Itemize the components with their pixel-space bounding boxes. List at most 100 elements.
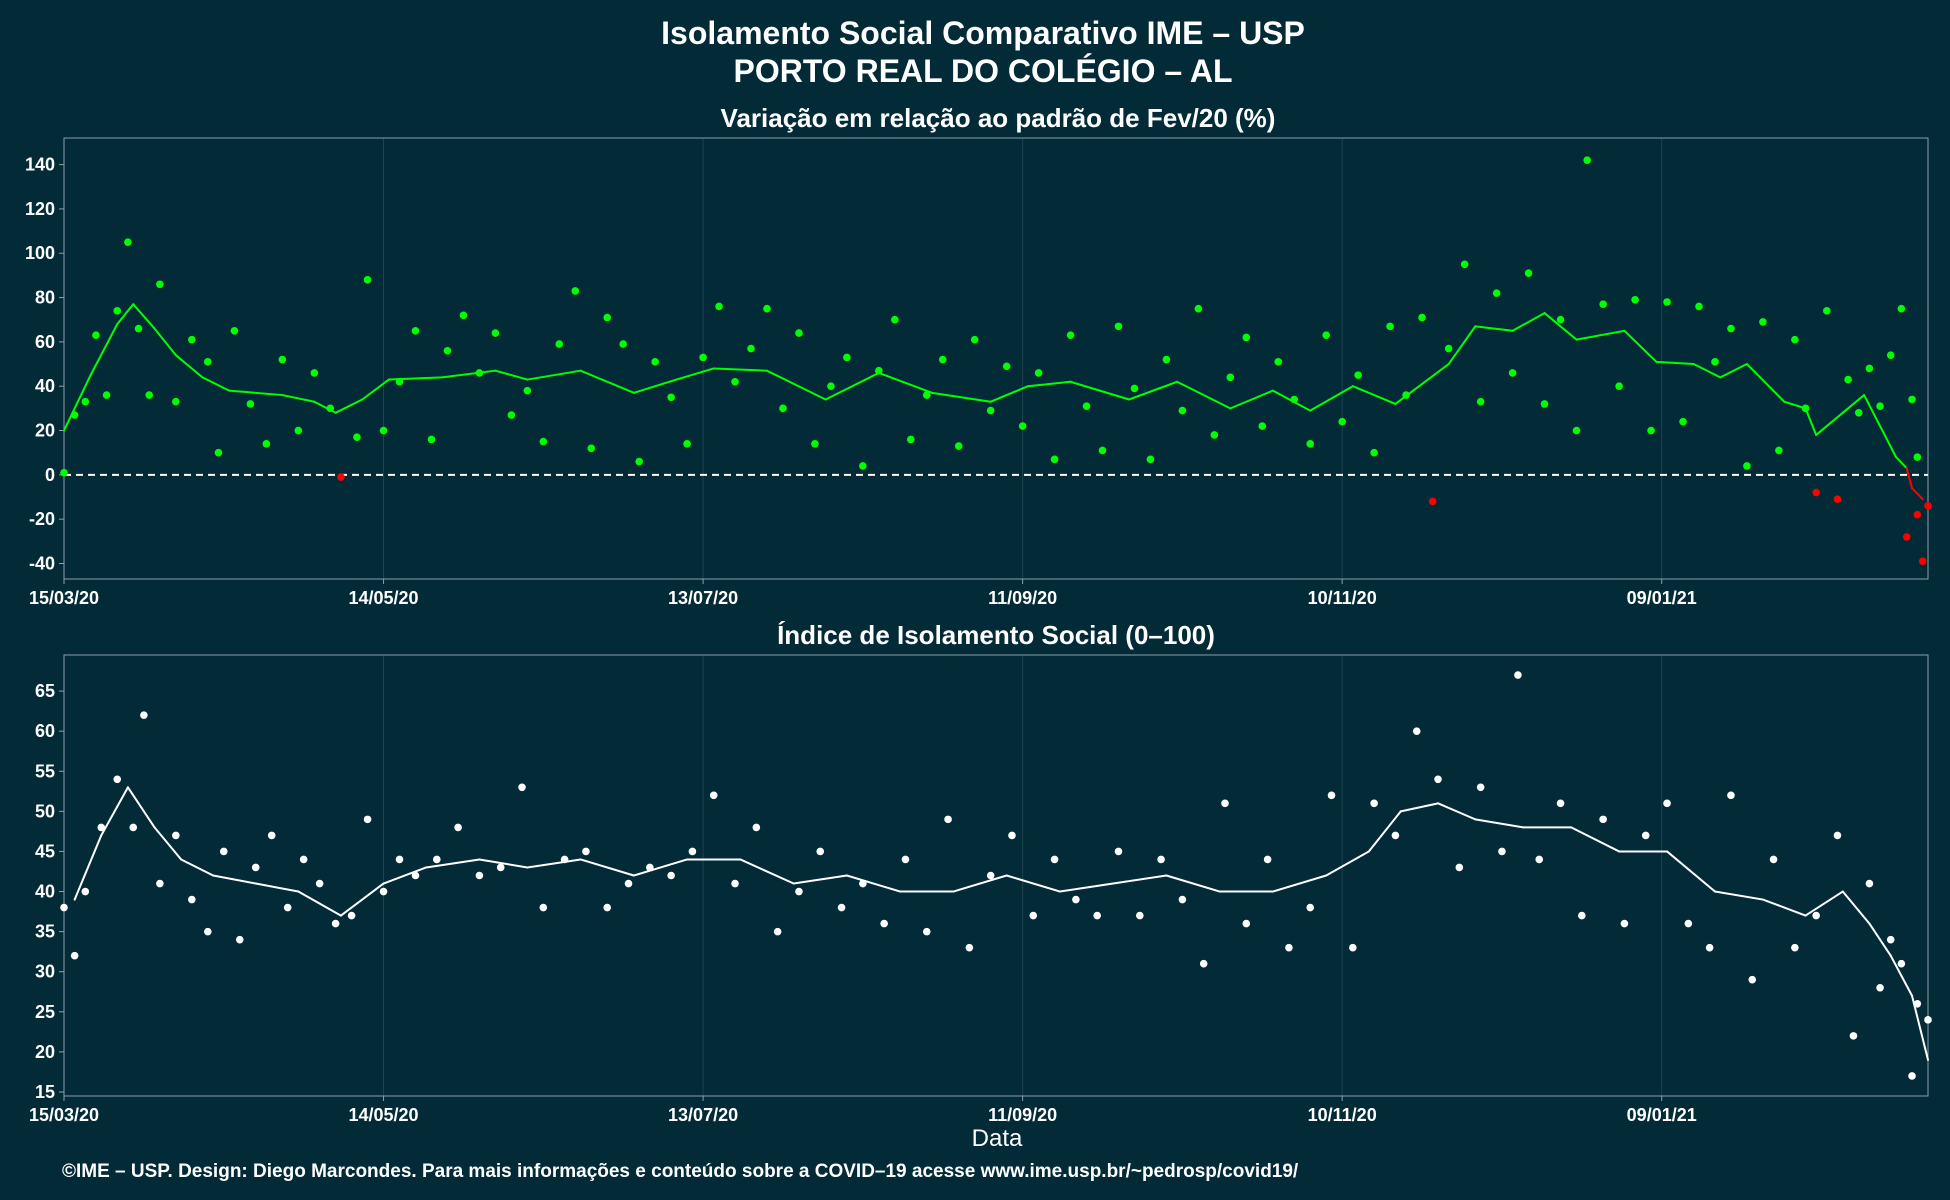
daily-point (363, 276, 372, 284)
daily-point (337, 473, 345, 481)
daily-point (859, 879, 867, 888)
moving-average-segment (675, 367, 715, 381)
daily-point (1178, 895, 1187, 904)
daily-point (763, 304, 771, 313)
daily-point (1663, 799, 1671, 808)
y-tick-label: 80 (35, 288, 55, 308)
daily-point (1876, 983, 1884, 992)
moving-average-segment (89, 323, 119, 377)
daily-point (523, 386, 532, 395)
daily-point (1663, 298, 1671, 306)
daily-point (1748, 975, 1757, 984)
plot-frame (63, 137, 1929, 580)
moving-average-segment (1005, 874, 1061, 893)
daily-point (203, 927, 212, 936)
x-tick-label: 13/07/20 (668, 588, 738, 608)
daily-point (1327, 791, 1336, 800)
y-tick-label: 45 (35, 841, 55, 861)
daily-point (411, 326, 420, 335)
y-tick-label: 55 (35, 761, 55, 781)
daily-point (326, 404, 335, 413)
plot-frame (63, 654, 1929, 1097)
daily-point (1018, 422, 1027, 430)
daily-point (491, 329, 500, 337)
daily-point (1759, 318, 1767, 326)
daily-point (1913, 999, 1922, 1008)
y-tick-label: 40 (35, 376, 55, 396)
daily-point (188, 335, 196, 344)
daily-point (837, 903, 846, 912)
moving-average-segment (1058, 882, 1115, 893)
daily-point (353, 433, 361, 441)
daily-point (1338, 417, 1346, 426)
daily-point (1583, 156, 1591, 164)
daily-point (1769, 855, 1778, 864)
daily-point (454, 823, 462, 832)
daily-point (507, 411, 516, 419)
daily-point (709, 791, 718, 800)
daily-point (1130, 384, 1139, 393)
moving-average-segment (153, 327, 177, 357)
daily-point (475, 871, 484, 880)
daily-point (1157, 855, 1165, 864)
daily-point (315, 879, 324, 888)
daily-point (944, 815, 952, 824)
y-tick-label: 140 (25, 155, 55, 175)
x-tick-label: 11/09/20 (988, 1105, 1057, 1125)
daily-point (145, 391, 154, 399)
daily-point (731, 879, 739, 888)
y-tick-label: 15 (35, 1082, 55, 1102)
daily-point (1072, 895, 1080, 904)
daily-point (1791, 335, 1799, 344)
daily-point (1285, 943, 1293, 952)
moving-average-segment (1474, 325, 1514, 332)
moving-average-segment (824, 371, 880, 401)
top-panel-title: Variação em relação ao padrão de Fev/20 … (721, 103, 1276, 133)
daily-point (715, 302, 723, 311)
daily-point (379, 426, 388, 435)
daily-point (1306, 903, 1315, 912)
daily-point (443, 346, 452, 355)
daily-point (1844, 375, 1852, 384)
daily-point (1684, 919, 1693, 928)
x-axis-label: Data (972, 1125, 1023, 1152)
daily-point (379, 887, 388, 896)
daily-point (475, 369, 484, 377)
moving-average-segment (952, 874, 1008, 893)
daily-point (1455, 863, 1464, 872)
daily-point (1743, 462, 1751, 470)
daily-point (1508, 369, 1517, 377)
daily-point (1727, 791, 1735, 800)
daily-point (1908, 395, 1916, 404)
daily-point (156, 280, 164, 289)
daily-point (1226, 373, 1235, 382)
daily-point (539, 437, 548, 446)
daily-point (81, 397, 90, 406)
daily-point (1162, 355, 1171, 364)
daily-point (773, 927, 782, 936)
daily-point (922, 927, 931, 936)
y-tick-label: 20 (35, 1042, 55, 1062)
y-tick-label: 20 (35, 421, 55, 441)
moving-average-segment (1128, 380, 1179, 401)
daily-point (965, 943, 974, 952)
daily-point (1428, 497, 1437, 506)
x-tick-label: 14/05/20 (349, 588, 419, 608)
daily-point (1924, 502, 1932, 510)
moving-average-segment (1745, 363, 1786, 403)
daily-point (140, 711, 148, 719)
daily-point (283, 903, 292, 912)
daily-point (1460, 260, 1469, 269)
x-tick-label: 14/05/20 (349, 1105, 419, 1125)
daily-point (699, 353, 707, 362)
daily-point (1524, 269, 1533, 277)
daily-point (582, 847, 590, 856)
daily-point (880, 919, 888, 928)
daily-point (1178, 406, 1187, 415)
moving-average-segment (228, 389, 284, 397)
moving-average-segment (632, 378, 678, 394)
x-tick-label: 10/11/20 (1308, 588, 1377, 608)
moving-average-segment (1815, 411, 1844, 436)
moving-average-segment (579, 858, 635, 877)
moving-average-segment (1447, 325, 1477, 366)
